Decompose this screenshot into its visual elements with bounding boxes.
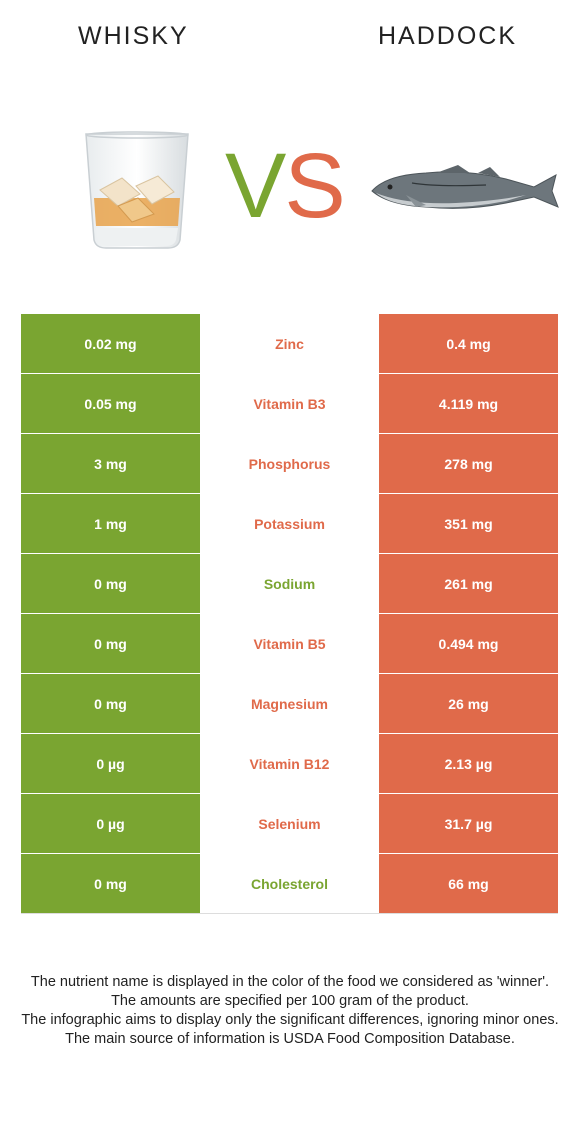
nutrient-name: Selenium <box>200 794 379 853</box>
nutrient-name: Phosphorus <box>200 434 379 493</box>
nutrient-name: Zinc <box>200 314 379 373</box>
nutrient-name: Potassium <box>200 494 379 553</box>
haddock-value: 2.13 µg <box>379 734 558 793</box>
vs-v: V <box>225 135 286 237</box>
haddock-value: 31.7 µg <box>379 794 558 853</box>
table-row: 1 mg Potassium 351 mg <box>21 494 558 553</box>
vs-label: VS <box>225 140 346 232</box>
whisky-value: 0 µg <box>21 794 200 853</box>
table-row: 3 mg Phosphorus 278 mg <box>21 434 558 493</box>
table-row: 0 mg Magnesium 26 mg <box>21 674 558 733</box>
note-significance: The infographic aims to display only the… <box>21 1012 559 1028</box>
haddock-value: 0.494 mg <box>379 614 558 673</box>
note-winner: The nutrient name is displayed in the co… <box>30 974 550 990</box>
note-amounts: The amounts are specified per 100 gram o… <box>111 993 469 1009</box>
whisky-value: 0 mg <box>21 674 200 733</box>
whisky-title: WHISKY <box>78 22 189 50</box>
comparison-table: 0.02 mg Zinc 0.4 mg 0.05 mg Vitamin B3 4.119 … <box>21 314 558 914</box>
whisky-value: 0.02 mg <box>21 314 200 373</box>
whisky-value: 0 µg <box>21 734 200 793</box>
whisky-value: 0.05 mg <box>21 374 200 433</box>
whisky-value: 1 mg <box>21 494 200 553</box>
vs-s: S <box>284 135 345 237</box>
whisky-value: 3 mg <box>21 434 200 493</box>
nutrient-name: Magnesium <box>200 674 379 733</box>
table-row: 0 mg Sodium 261 mg <box>21 554 558 613</box>
footnotes: The nutrient name is displayed in the co… <box>20 973 560 1049</box>
nutrient-name: Vitamin B12 <box>200 734 379 793</box>
haddock-fish-icon <box>371 165 559 209</box>
nutrient-name: Vitamin B3 <box>200 374 379 433</box>
table-row: 0 µg Vitamin B12 2.13 µg <box>21 734 558 793</box>
table-row: 0 µg Selenium 31.7 µg <box>21 794 558 853</box>
table-row: 0 mg Cholesterol 66 mg <box>21 854 558 913</box>
haddock-value: 261 mg <box>379 554 558 613</box>
haddock-value: 351 mg <box>379 494 558 553</box>
whisky-value: 0 mg <box>21 554 200 613</box>
haddock-title: HADDOCK <box>377 22 517 50</box>
table-bottom-line <box>21 913 558 914</box>
note-source: The main source of information is USDA F… <box>65 1031 515 1047</box>
whisky-value: 0 mg <box>21 854 200 913</box>
haddock-value: 0.4 mg <box>379 314 558 373</box>
nutrient-name: Cholesterol <box>200 854 379 913</box>
haddock-value: 66 mg <box>379 854 558 913</box>
haddock-value: 4.119 mg <box>379 374 558 433</box>
nutrient-name: Sodium <box>200 554 379 613</box>
table-row: 0 mg Vitamin B5 0.494 mg <box>21 614 558 673</box>
haddock-value: 278 mg <box>379 434 558 493</box>
whisky-glass-icon <box>85 131 189 249</box>
haddock-value: 26 mg <box>379 674 558 733</box>
nutrient-name: Vitamin B5 <box>200 614 379 673</box>
table-row: 0.02 mg Zinc 0.4 mg <box>21 314 558 373</box>
table-row: 0.05 mg Vitamin B3 4.119 mg <box>21 374 558 433</box>
whisky-value: 0 mg <box>21 614 200 673</box>
